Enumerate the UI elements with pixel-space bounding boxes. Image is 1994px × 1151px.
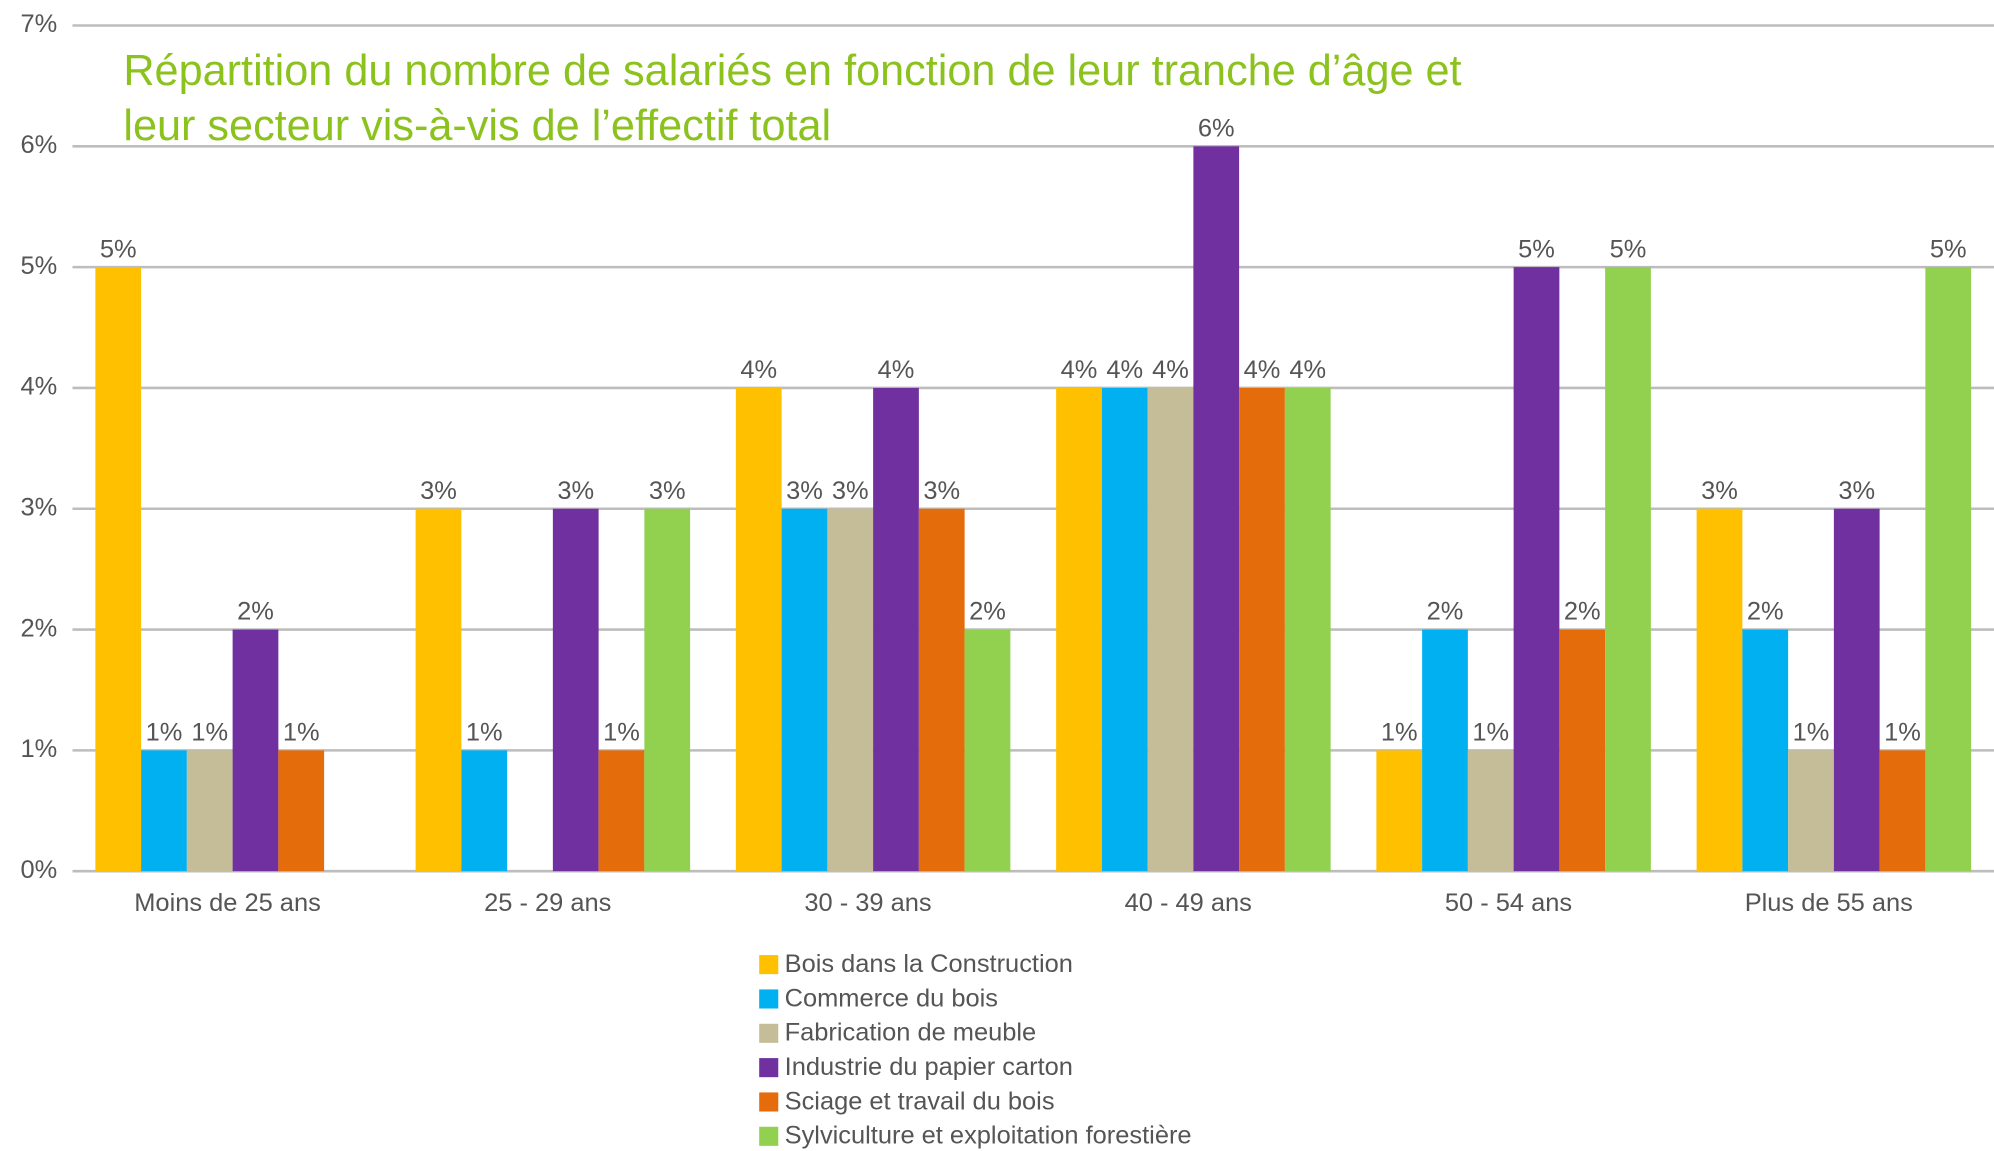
value-label: 4% [1244, 356, 1281, 384]
bar [598, 750, 645, 872]
value-label: 1% [146, 719, 183, 747]
y-tick-label: 7% [20, 10, 57, 38]
legend-swatch [759, 1092, 779, 1112]
y-tick-label: 5% [20, 252, 57, 280]
bar [1788, 750, 1834, 872]
chart-title: leur secteur vis-à-vis de l’effectif tot… [123, 102, 831, 150]
value-label: 4% [1061, 356, 1098, 384]
bar [735, 387, 782, 872]
bar [141, 750, 187, 872]
y-tick-label: 1% [20, 735, 57, 763]
bar [1925, 267, 1972, 872]
value-label: 2% [1564, 598, 1601, 626]
x-tick-label: Plus de 55 ans [1745, 889, 1913, 917]
legend-swatch [759, 1023, 779, 1043]
value-label: 1% [1472, 719, 1509, 747]
value-label: 1% [466, 719, 503, 747]
value-label: 1% [1793, 719, 1830, 747]
value-label: 4% [1152, 356, 1189, 384]
legend-swatch [759, 1126, 779, 1146]
bar [1833, 508, 1880, 872]
legend-label: Sylviculture et exploitation forestière [785, 1122, 1192, 1150]
bar [1239, 387, 1285, 872]
value-label: 2% [237, 598, 274, 626]
bar [95, 267, 142, 872]
y-tick-label: 6% [20, 131, 57, 159]
value-label: 5% [1610, 235, 1647, 263]
value-label: 3% [1701, 477, 1738, 505]
bar [1376, 750, 1423, 872]
bar [1742, 629, 1789, 872]
value-label: 3% [832, 477, 869, 505]
y-tick-label: 2% [20, 614, 57, 642]
value-label: 3% [786, 477, 823, 505]
bar [1147, 387, 1194, 872]
bar [1056, 387, 1102, 872]
value-label: 2% [1747, 598, 1784, 626]
value-label: 1% [1884, 719, 1921, 747]
legend-label: Sciage et travail du bois [785, 1087, 1055, 1115]
legend-swatch [759, 955, 779, 975]
value-label: 5% [1518, 235, 1555, 263]
legend-label: Bois dans la Construction [785, 950, 1073, 978]
bar [1101, 387, 1148, 872]
bar [873, 387, 919, 872]
value-label: 4% [740, 356, 777, 384]
value-label: 3% [420, 477, 457, 505]
value-label: 1% [191, 719, 228, 747]
y-tick-label: 0% [20, 856, 57, 884]
bar [461, 750, 508, 872]
bar [1559, 629, 1606, 872]
bar [827, 508, 874, 872]
chart-title: Répartition du nombre de salariés en fon… [123, 47, 1461, 95]
y-tick-label: 3% [20, 493, 57, 521]
value-label: 3% [1838, 477, 1875, 505]
value-label: 2% [969, 598, 1006, 626]
legend-label: Industrie du papier carton [785, 1053, 1073, 1081]
bar [1193, 146, 1240, 872]
bar [1467, 750, 1514, 872]
bar [415, 508, 462, 872]
bar [644, 508, 691, 872]
value-label: 4% [878, 356, 915, 384]
x-tick-label: 50 - 54 ans [1445, 889, 1572, 917]
bar [964, 629, 1011, 872]
bar [552, 508, 599, 872]
value-label: 4% [1289, 356, 1326, 384]
bar [1284, 387, 1331, 872]
bar [186, 750, 233, 872]
legend-swatch [759, 1058, 779, 1078]
bar [1422, 629, 1468, 872]
bar [1513, 267, 1560, 872]
value-label: 3% [923, 477, 960, 505]
legend-label: Fabrication de meuble [785, 1019, 1037, 1047]
value-label: 2% [1427, 598, 1464, 626]
value-label: 4% [1106, 356, 1143, 384]
bar [278, 750, 325, 872]
bar [781, 508, 828, 872]
legend-swatch [759, 989, 779, 1009]
x-tick-label: 25 - 29 ans [484, 889, 611, 917]
value-label: 1% [283, 719, 320, 747]
bar [1605, 267, 1651, 872]
x-tick-label: 40 - 49 ans [1125, 889, 1252, 917]
x-tick-label: 30 - 39 ans [804, 889, 931, 917]
value-label: 1% [1381, 719, 1418, 747]
value-label: 3% [649, 477, 686, 505]
value-label: 6% [1198, 114, 1235, 142]
value-label: 1% [603, 719, 640, 747]
value-label: 5% [100, 235, 137, 263]
bar [1879, 750, 1926, 872]
bar [232, 629, 279, 872]
bar [918, 508, 965, 872]
value-label: 3% [557, 477, 594, 505]
legend-label: Commerce du bois [785, 984, 998, 1012]
bar [1696, 508, 1743, 872]
y-tick-label: 4% [20, 373, 57, 401]
value-label: 5% [1930, 235, 1967, 263]
x-tick-label: Moins de 25 ans [134, 889, 321, 917]
